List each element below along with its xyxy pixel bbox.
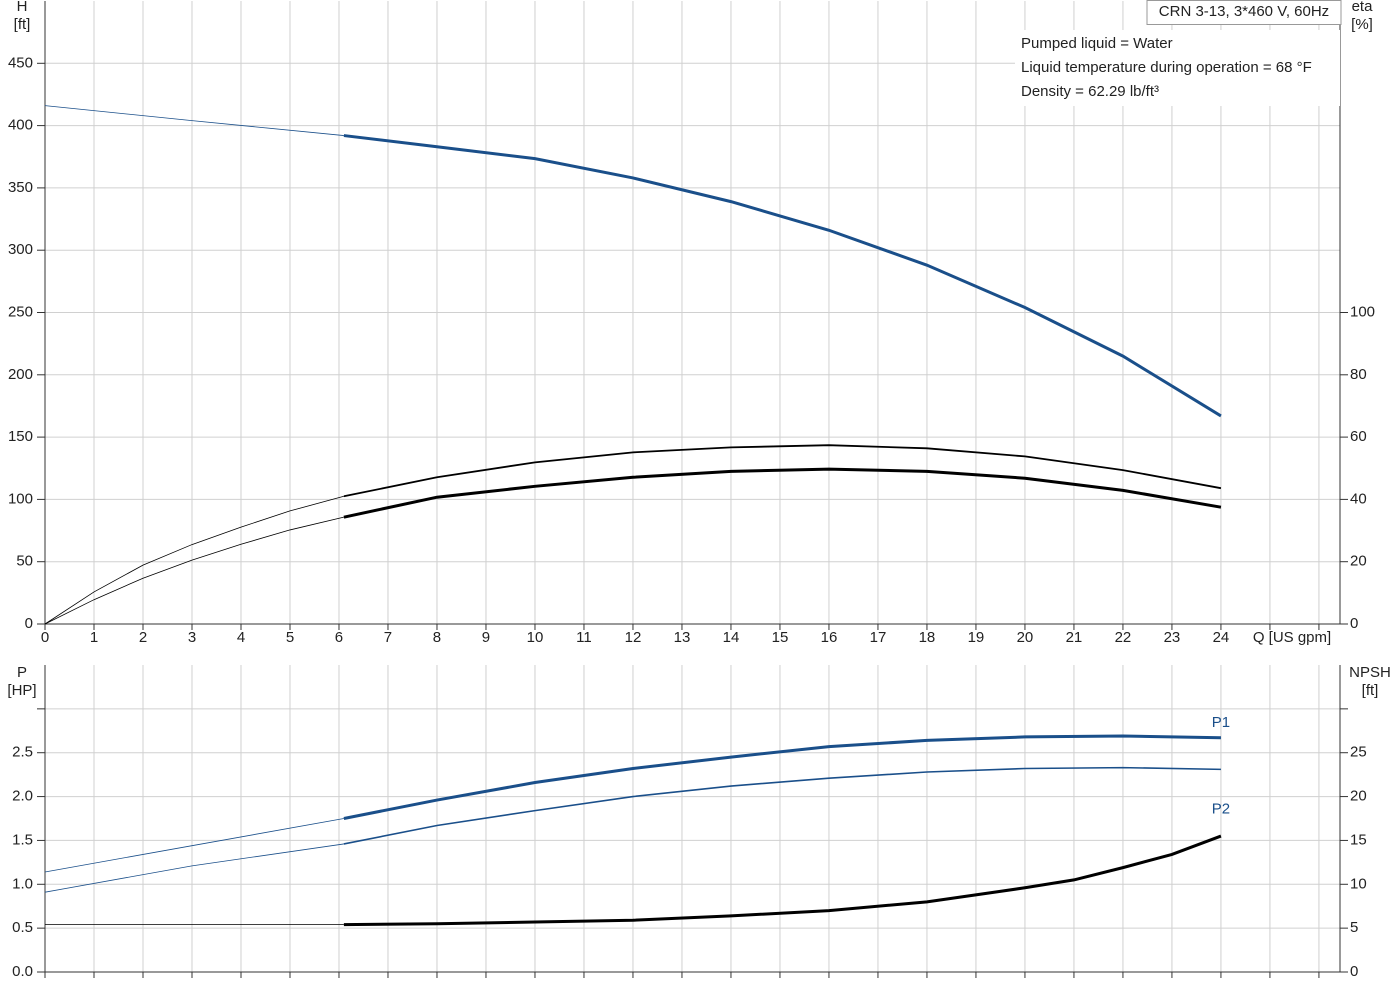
curve [44, 516, 344, 625]
info-box [1015, 30, 1340, 106]
y-tick-label: 450 [8, 54, 33, 71]
info-line: Liquid temperature during operation = 68… [1021, 59, 1312, 76]
y2-tick-label: 40 [1350, 490, 1367, 507]
y-tick-label: 0 [25, 615, 33, 632]
y-axis-label: P [17, 664, 27, 681]
y-tick-label: 350 [8, 179, 33, 196]
curve-label: P2 [1212, 800, 1230, 817]
x-tick-label: 14 [723, 629, 740, 646]
y2-tick-label: 80 [1350, 366, 1367, 383]
info-line: Pumped liquid = Water [1021, 35, 1173, 52]
y2-tick-label: 10 [1350, 875, 1367, 892]
y-tick-label: 2.0 [12, 788, 33, 805]
y-tick-label: 2.5 [12, 744, 33, 761]
x-tick-label: 20 [1017, 629, 1034, 646]
x-tick-label: 15 [772, 629, 789, 646]
x-tick-label: 8 [433, 629, 441, 646]
x-tick-label: 9 [482, 629, 490, 646]
info-line: Density = 62.29 lb/ft³ [1021, 83, 1159, 100]
x-tick-label: 1 [90, 629, 98, 646]
y2-tick-label: 0 [1350, 963, 1358, 980]
y2-axis-label: [ft] [1362, 682, 1379, 699]
y2-tick-label: 15 [1350, 831, 1367, 848]
y2-tick-label: 0 [1350, 615, 1358, 632]
y2-axis-label: eta [1352, 0, 1374, 15]
curve-label: P1 [1212, 714, 1230, 731]
background: 0 1 2 3 4 5 6 7 8 9 10 11 12 13 14 15 16 17 18 19 20 21 22 23 24… [7, 0, 1390, 980]
x-tick-label: 4 [237, 629, 245, 646]
y-tick-label: 1.5 [12, 831, 33, 848]
y2-tick-label: 5 [1350, 919, 1358, 936]
x-tick-label: 10 [527, 629, 544, 646]
y-axis-label: H [17, 0, 28, 15]
curve [44, 843, 344, 893]
title: CRN 3-13, 3*460 V, 60Hz [1159, 3, 1329, 20]
y-tick-label: 100 [8, 490, 33, 507]
y-axis-label: [HP] [7, 682, 36, 699]
y-tick-label: 50 [16, 553, 33, 570]
y2-tick-label: 100 [1350, 303, 1375, 320]
y-tick-label: 300 [8, 241, 33, 258]
x-tick-label: 16 [821, 629, 838, 646]
x-tick-label: 2 [139, 629, 147, 646]
curve [343, 834, 1222, 927]
y-tick-label: 1.0 [12, 875, 33, 892]
x-tick-label: 17 [870, 629, 887, 646]
overlay: Pumped liquid = Water Liquid temperature… [1015, 0, 1342, 106]
x-tick-label: 19 [968, 629, 985, 646]
y-tick-label: 250 [8, 303, 33, 320]
curve [343, 467, 1222, 519]
plots: P1 P2 [44, 105, 1230, 927]
curve [343, 734, 1221, 820]
curve [44, 105, 344, 136]
x-tick-label: 22 [1115, 629, 1132, 646]
y-tick-label: 200 [8, 366, 33, 383]
y2-tick-label: 25 [1350, 744, 1367, 761]
y2-tick-label: 60 [1350, 428, 1367, 445]
title-box [1146, 0, 1342, 25]
x-tick-label: 13 [674, 629, 691, 646]
y-tick-label: 0.0 [12, 963, 33, 980]
curve [44, 818, 344, 873]
x-tick-label: 0 [41, 629, 49, 646]
y2-axis-label: [%] [1351, 16, 1373, 33]
curve [343, 134, 1222, 418]
x-tick-label: 11 [576, 629, 592, 646]
y-tick-label: 150 [8, 428, 33, 445]
x-tick-label: 23 [1164, 629, 1181, 646]
x-tick-label: 5 [286, 629, 294, 646]
x-axis-label: Q [US gpm] [1253, 629, 1331, 646]
x-tick-label: 3 [188, 629, 196, 646]
x-tick-label: 21 [1066, 629, 1083, 646]
x-tick-label: 12 [625, 629, 642, 646]
x-tick-label: 24 [1213, 629, 1230, 646]
x-tick-label: 18 [919, 629, 936, 646]
y2-tick-label: 20 [1350, 788, 1367, 805]
curve [44, 495, 344, 625]
y-tick-label: 400 [8, 117, 33, 134]
curve [343, 766, 1221, 845]
y-tick-label: 0.5 [12, 919, 33, 936]
curve [343, 444, 1222, 498]
y-axis-label: [ft] [14, 16, 31, 33]
y2-tick-label: 20 [1350, 553, 1367, 570]
x-tick-label: 7 [384, 629, 392, 646]
y2-axis-label: NPSH [1349, 664, 1391, 681]
x-tick-label: 6 [335, 629, 343, 646]
